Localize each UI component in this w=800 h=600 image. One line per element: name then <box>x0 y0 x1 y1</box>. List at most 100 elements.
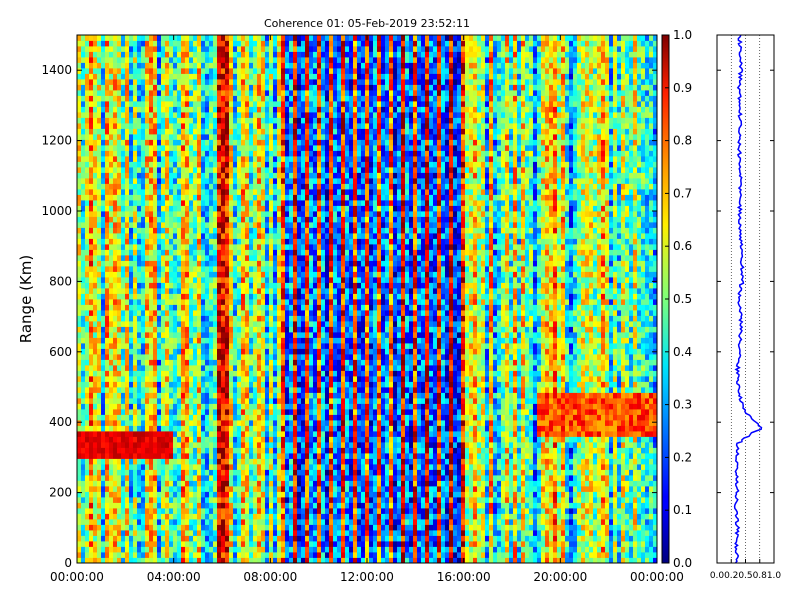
heatmap-cell <box>125 403 130 410</box>
heatmap-cell <box>137 337 142 344</box>
heatmap-cell <box>189 288 194 294</box>
heatmap-cell <box>209 73 214 80</box>
heatmap-cell <box>221 486 226 492</box>
heatmap-cell <box>141 458 146 465</box>
heatmap-cell <box>185 409 190 415</box>
heatmap-cell <box>229 524 234 531</box>
heatmap-cell <box>145 365 150 371</box>
heatmap-cell <box>209 205 214 212</box>
heatmap-cell <box>177 156 182 162</box>
heatmap-cell <box>265 73 270 80</box>
heatmap-cell <box>269 216 274 223</box>
heatmap-cell <box>169 95 174 102</box>
heatmap-cell <box>129 161 134 168</box>
heatmap-cell <box>113 552 118 558</box>
heatmap-cell <box>141 101 146 107</box>
heatmap-cell <box>249 381 254 388</box>
heatmap-cell <box>141 546 146 553</box>
heatmap-cell <box>137 332 142 338</box>
heatmap-cell <box>277 106 282 113</box>
heatmap-cell <box>85 497 90 503</box>
heatmap-cell <box>213 541 218 547</box>
heatmap-cell <box>93 414 98 421</box>
heatmap-cell <box>173 266 178 272</box>
heatmap-cell <box>129 139 134 146</box>
heatmap-cell <box>105 365 110 371</box>
heatmap-cell <box>153 376 158 382</box>
heatmap-cell <box>121 249 126 256</box>
heatmap-cell <box>177 535 182 542</box>
heatmap-cell <box>261 425 266 432</box>
heatmap-cell <box>77 156 82 162</box>
heatmap-cell <box>117 370 122 377</box>
heatmap-cell <box>177 238 182 245</box>
heatmap-cell <box>173 62 178 69</box>
heatmap-cell <box>209 134 214 140</box>
heatmap-cell <box>101 469 106 476</box>
heatmap-cell <box>229 343 234 349</box>
heatmap-cell <box>213 464 218 470</box>
heatmap-cell <box>125 552 130 558</box>
heatmap-cell <box>273 205 278 212</box>
heatmap-cell <box>161 458 166 465</box>
heatmap-cell <box>113 535 118 542</box>
heatmap-cell <box>233 84 238 91</box>
heatmap-cell <box>181 233 186 239</box>
heatmap-cell <box>277 332 282 338</box>
heatmap-cell <box>161 398 166 404</box>
heatmap-cell <box>233 249 238 256</box>
heatmap-cell <box>193 447 198 454</box>
heatmap-cell <box>213 73 218 80</box>
heatmap-cell <box>261 343 266 349</box>
heatmap-cell <box>97 40 102 47</box>
heatmap-cell <box>233 354 238 360</box>
heatmap-cell <box>273 183 278 190</box>
heatmap-cell <box>257 227 262 234</box>
heatmap-cell <box>185 299 190 305</box>
heatmap-cell <box>257 211 262 217</box>
heatmap-cell <box>145 167 150 173</box>
heatmap-cell <box>269 475 274 481</box>
heatmap-cell <box>165 123 170 129</box>
heatmap-cell <box>169 79 174 85</box>
heatmap-cell <box>113 51 118 58</box>
heatmap-cell <box>205 513 210 520</box>
heatmap-cell <box>93 453 98 459</box>
heatmap-cell <box>221 310 226 316</box>
heatmap-cell <box>201 150 206 157</box>
heatmap-cell <box>85 513 90 520</box>
heatmap-cell <box>213 194 218 201</box>
heatmap-cell <box>153 491 158 498</box>
heatmap-cell <box>145 51 150 58</box>
heatmap-cell <box>101 541 106 547</box>
heatmap-cell <box>221 233 226 239</box>
heatmap-cell <box>153 288 158 294</box>
heatmap-cell <box>129 134 134 140</box>
heatmap-cell <box>105 288 110 294</box>
heatmap-cell <box>101 403 106 410</box>
heatmap-cell <box>117 513 122 520</box>
heatmap-cell <box>269 315 274 322</box>
heatmap-cell <box>121 233 126 239</box>
heatmap-cell <box>97 552 102 558</box>
heatmap-cell <box>237 343 242 349</box>
heatmap-cell <box>241 497 246 503</box>
heatmap-cell <box>141 255 146 261</box>
heatmap-cell <box>277 238 282 245</box>
heatmap-cell <box>173 233 178 239</box>
heatmap-cell <box>221 51 226 58</box>
heatmap-cell <box>137 62 142 69</box>
heatmap-cell <box>257 486 262 492</box>
heatmap-cell <box>185 519 190 525</box>
heatmap-cell <box>109 343 114 349</box>
heatmap-cell <box>153 194 158 201</box>
heatmap-cell <box>97 233 102 239</box>
heatmap-cell <box>153 161 158 168</box>
heatmap-cell <box>217 200 222 206</box>
heatmap-cell <box>161 541 166 547</box>
heatmap-cell <box>157 145 162 151</box>
heatmap-cell <box>165 535 170 542</box>
heatmap-cell <box>85 145 90 151</box>
heatmap-cell <box>265 409 270 415</box>
heatmap-cell <box>185 271 190 278</box>
